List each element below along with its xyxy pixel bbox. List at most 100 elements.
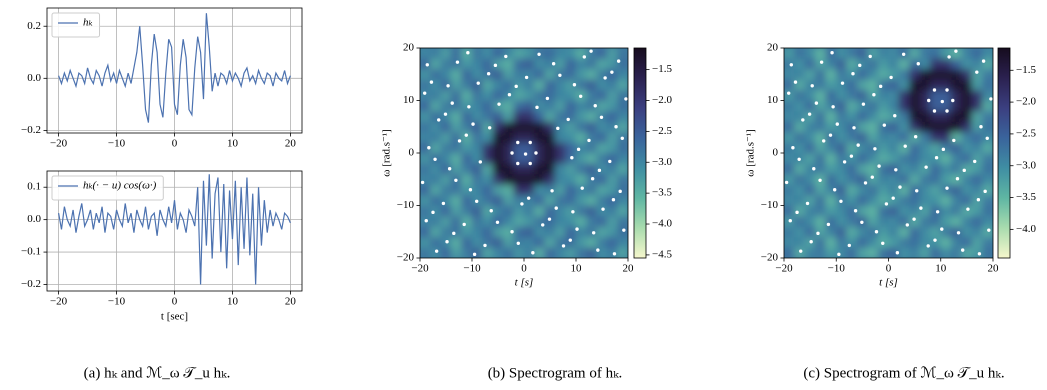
zero-point	[464, 133, 468, 137]
zero-point	[476, 81, 480, 85]
zero-point	[831, 105, 835, 109]
heatmap-cell	[856, 236, 868, 248]
heatmap-cell	[430, 205, 442, 217]
heatmap-cell	[846, 48, 858, 59]
heatmap-cell	[950, 236, 962, 248]
heatmap-cell	[471, 131, 483, 143]
heatmap-cell	[961, 163, 973, 175]
heatmap-cell	[867, 184, 879, 196]
heatmap-cell	[450, 58, 462, 70]
heatmap-cell	[430, 110, 442, 122]
heatmap-cell	[804, 68, 816, 80]
zero-point	[881, 241, 885, 245]
heatmap-cell	[554, 184, 566, 196]
heatmap-cell	[804, 100, 816, 112]
heatmap-cell	[513, 131, 525, 143]
heatmap-cell	[575, 48, 587, 59]
heatmap-cell	[930, 247, 942, 258]
heatmap-cell	[513, 226, 525, 238]
heatmap-cell	[971, 58, 983, 70]
heatmap-cell	[534, 247, 546, 258]
heatmap-cell	[898, 89, 910, 101]
heatmap-cell	[982, 173, 993, 185]
heatmap-cell	[961, 89, 973, 101]
x-tick-label: 0	[172, 138, 178, 150]
y-tick-label: −10	[761, 199, 779, 211]
heatmap-cell	[471, 247, 483, 258]
heatmap-cell	[440, 226, 452, 238]
heatmap-cell	[544, 68, 556, 80]
heatmap-cell	[482, 163, 494, 175]
x-tick-label: −10	[463, 263, 481, 275]
heatmap-cell	[919, 152, 931, 164]
heatmap-cell	[867, 236, 879, 248]
heatmap-cell	[440, 194, 452, 206]
heatmap-cell	[930, 58, 942, 70]
heatmap-cell	[950, 215, 962, 227]
heatmap-cell	[909, 89, 921, 101]
heatmap-cell	[940, 184, 952, 196]
heatmap-cell	[502, 236, 514, 248]
heatmap-cell	[971, 100, 983, 112]
heatmap-cell	[950, 79, 962, 91]
zero-point	[955, 177, 960, 181]
heatmap-cell	[940, 163, 952, 175]
zero-point	[478, 160, 483, 164]
zero-point	[504, 54, 508, 59]
zero-point	[614, 125, 618, 129]
heatmap-cell	[940, 121, 952, 133]
heatmap-cell	[482, 152, 494, 164]
heatmap-cell	[846, 58, 858, 70]
heatmap-cell	[596, 142, 608, 154]
heatmap-cell	[596, 58, 608, 70]
heatmap-cell	[544, 226, 556, 238]
heatmap-cell	[534, 226, 546, 238]
y-axis-label: ω [rad.s⁻¹]	[381, 129, 393, 177]
x-tick-label: 20	[988, 263, 1000, 275]
x-tick-label: 0	[521, 263, 527, 275]
heatmap-cell	[982, 194, 993, 206]
heatmap-cell	[982, 121, 993, 133]
heatmap-cell	[856, 79, 868, 91]
heatmap-cell	[461, 142, 473, 154]
zero-point	[952, 138, 956, 143]
heatmap-cell	[804, 194, 816, 206]
heatmap-cell	[586, 48, 598, 59]
zero-point	[620, 136, 624, 140]
heatmap-cell	[554, 121, 566, 133]
heatmap-cell	[961, 68, 973, 80]
heatmap-cell	[961, 48, 973, 59]
zero-point	[954, 49, 958, 53]
heatmap-cell	[835, 226, 847, 238]
heatmap-cell	[430, 68, 442, 80]
heatmap-cell	[586, 142, 598, 154]
heatmap-cell	[961, 142, 973, 154]
heatmap-cell	[523, 68, 535, 80]
heatmap-cell	[825, 79, 837, 91]
heatmap-cell	[492, 205, 504, 217]
zero-point	[819, 60, 824, 64]
heatmap-cell	[919, 236, 931, 248]
heatmap-cell	[877, 131, 889, 143]
zero-point	[788, 219, 792, 223]
heatmap-cell	[606, 142, 618, 154]
heatmap-cell	[440, 163, 452, 175]
heatmap-cell	[825, 205, 837, 217]
heatmap-cell	[909, 163, 921, 175]
heatmap-cell	[815, 236, 827, 248]
heatmap-cell	[544, 205, 556, 217]
heatmap-cell	[523, 194, 535, 206]
heatmap-cell	[575, 58, 587, 70]
heatmap-cell	[846, 110, 858, 122]
caption: (c) Spectrogram of ℳ_ω 𝒯_u hₖ.	[803, 365, 1004, 381]
heatmap-cell	[513, 89, 525, 101]
zero-point	[558, 73, 562, 78]
heatmap-cell	[930, 184, 942, 196]
heatmap-cell	[846, 100, 858, 112]
heatmap-cell	[877, 100, 889, 112]
heatmap-cell	[919, 48, 931, 59]
heatmap-cell	[450, 100, 462, 112]
zero-point	[863, 181, 868, 185]
heatmap-cell	[982, 163, 993, 175]
heatmap-cell	[825, 100, 837, 112]
